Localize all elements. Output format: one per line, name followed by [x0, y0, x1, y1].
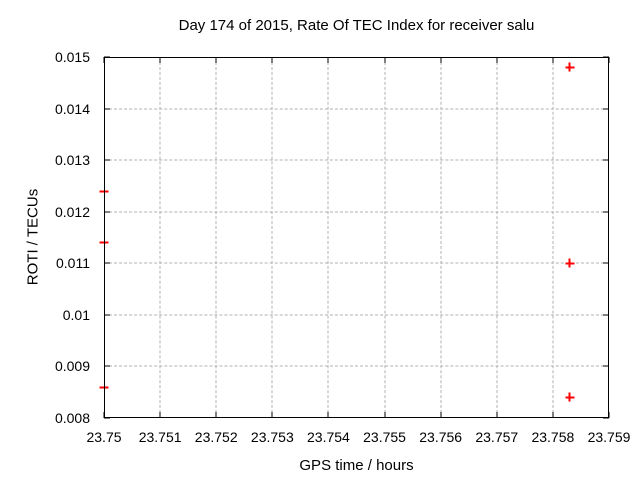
- y-tick-label: 0.011: [56, 255, 90, 272]
- vertical-gridline: [496, 57, 498, 418]
- vertical-gridline: [552, 57, 554, 418]
- x-tick-label: 23.752: [194, 429, 238, 445]
- y-tick-label: 0.013: [54, 152, 90, 169]
- horizontal-gridline: [104, 365, 609, 367]
- data-point-marker: [565, 392, 575, 402]
- marker-stroke-vertical: [568, 62, 571, 72]
- horizontal-gridline: [104, 108, 609, 110]
- x-axis-label: GPS time / hours: [299, 457, 414, 474]
- grid-layer: [104, 57, 609, 418]
- y-tick-label: 0.008: [54, 410, 90, 426]
- data-point-marker: [565, 258, 575, 268]
- data-point-marker: [565, 62, 575, 72]
- x-tick-label: 23.754: [307, 429, 350, 445]
- marker-stroke-horizontal: [99, 386, 109, 389]
- y-tick-label: 0.015: [54, 49, 90, 65]
- x-tick-label: 23.753: [250, 429, 294, 445]
- y-tick-label: 0.01: [62, 306, 90, 323]
- x-tick-label: 23.758: [531, 429, 575, 445]
- x-tick-labels: 23.75 23.751 23.752 23.753 23.754 23.755 23.75…: [86, 429, 630, 445]
- chart-title: Day 174 of 2015, Rate Of TEC Index for r…: [178, 17, 535, 34]
- marker-stroke-vertical: [568, 392, 571, 402]
- x-tick-label: 23.756: [419, 429, 463, 445]
- y-tick-labels: 0.008 0.009 0.01 0.011 0.012 0.013 0.014 0.015: [0, 49, 90, 426]
- x-tick-label: 23.755: [363, 429, 406, 445]
- data-point-marker: [99, 383, 109, 392]
- vertical-gridline: [215, 57, 217, 418]
- y-tick-label: 0.014: [54, 100, 90, 117]
- data-point-marker: [99, 187, 109, 196]
- x-tick-label: 23.75: [86, 429, 122, 445]
- horizontal-gridline: [104, 159, 609, 161]
- marker-layer: [99, 57, 609, 418]
- marker-stroke-vertical: [568, 258, 571, 268]
- vertical-gridline: [271, 57, 273, 418]
- y-tick-label: 0.009: [54, 358, 90, 375]
- vertical-gridline: [159, 57, 161, 418]
- horizontal-gridline: [104, 211, 609, 213]
- horizontal-gridline: [104, 262, 609, 264]
- x-tick-label: 23.757: [475, 429, 519, 445]
- x-tick-label: 23.751: [138, 429, 182, 445]
- horizontal-gridline: [104, 314, 609, 316]
- y-tick-label: 0.012: [54, 203, 90, 220]
- y-axis-label: ROTI / TECUs: [24, 188, 42, 286]
- data-point-marker: [99, 238, 109, 247]
- marker-stroke-horizontal: [99, 241, 109, 244]
- vertical-gridline: [327, 57, 329, 418]
- plot-area: [99, 56, 610, 419]
- x-tick-label: 23.759: [587, 429, 631, 445]
- vertical-gridline: [440, 57, 442, 418]
- vertical-gridline: [384, 57, 386, 418]
- marker-stroke-horizontal: [99, 190, 109, 193]
